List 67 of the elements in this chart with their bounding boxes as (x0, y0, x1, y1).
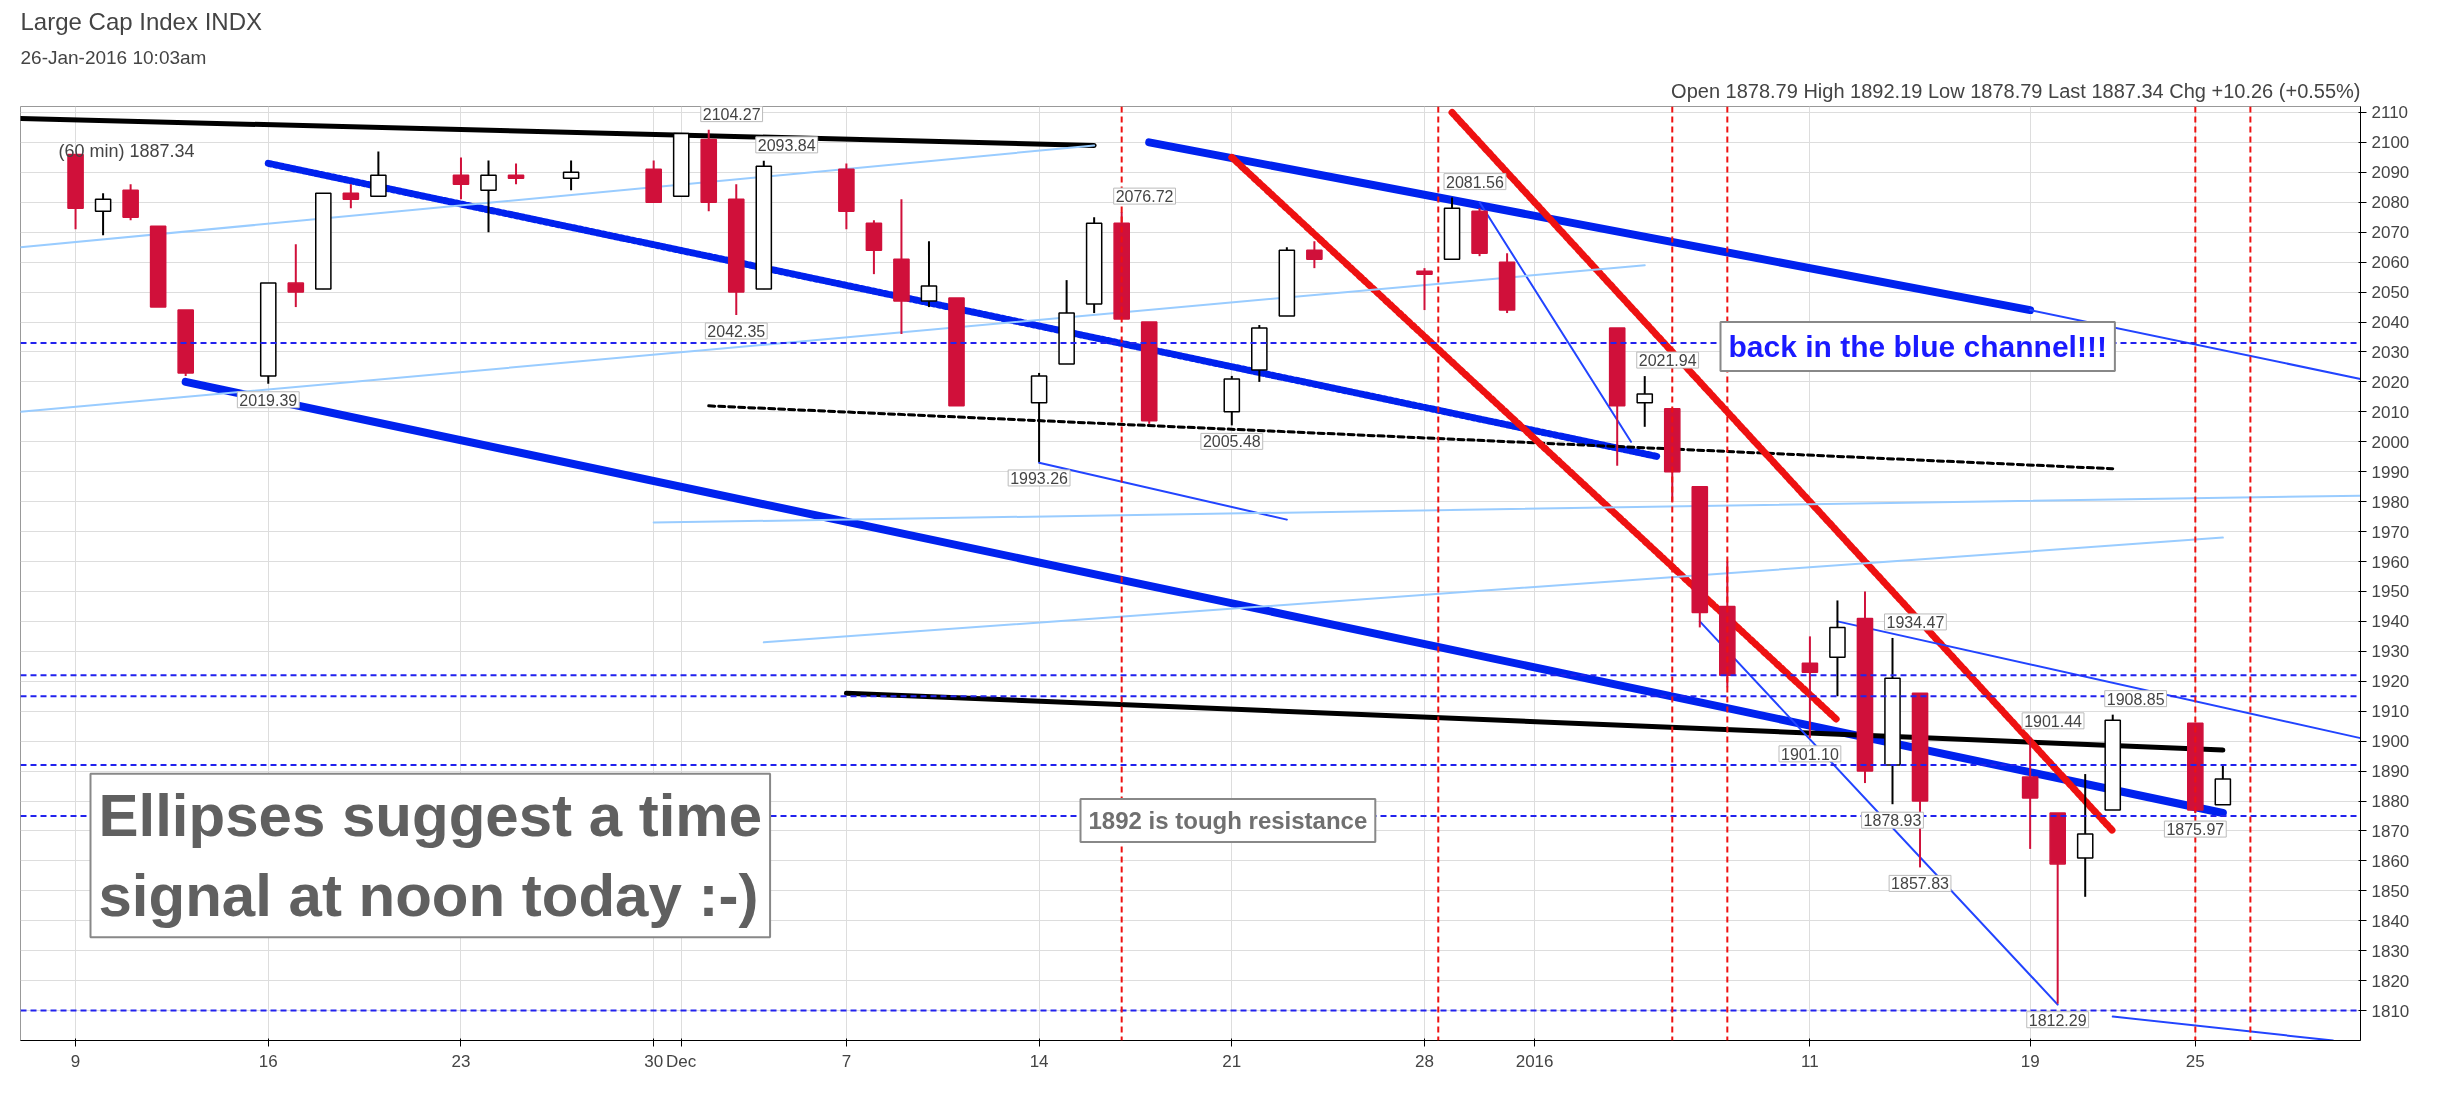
annotation: 1934.47 (1886, 613, 1945, 631)
x-tick-label: 23 (451, 1051, 471, 1071)
y-tick-label: 1820 (2371, 971, 2410, 991)
x-tick-label: 9 (70, 1051, 81, 1071)
y-tick-label: 1930 (2371, 642, 2410, 662)
y-tick-label: 2010 (2371, 402, 2410, 422)
y-tick-label: 1990 (2371, 462, 2410, 482)
x-tick-label: 16 (258, 1051, 278, 1071)
annotation: 1875.97 (2166, 821, 2225, 839)
x-tick-label: 21 (1222, 1051, 1242, 1071)
annotation: 2019.39 (239, 391, 298, 409)
y-tick-label: 2020 (2371, 372, 2410, 392)
x-tick-label: 30 (644, 1051, 664, 1071)
annotation: 2081.56 (1446, 173, 1504, 191)
y-tick-label: 1850 (2371, 881, 2410, 901)
y-tick-label: 2060 (2371, 253, 2410, 273)
x-tick-label: 7 (841, 1051, 852, 1071)
annotation: Ellipses suggest a time signal at noon today :-) (98, 781, 763, 930)
x-tick-label: Dec (666, 1051, 697, 1071)
annotation: 1878.93 (1863, 812, 1922, 830)
y-tick-label: 1940 (2371, 612, 2410, 632)
x-tick-label: 11 (1801, 1051, 1819, 1071)
y-tick-label: 1830 (2371, 941, 2410, 961)
y-tick-label: 1960 (2371, 552, 2410, 572)
annotation: 2021.94 (1638, 352, 1697, 370)
annotation: 2076.72 (1115, 188, 1174, 206)
y-tick-label: 1810 (2371, 1001, 2410, 1021)
y-tick-label: 1970 (2371, 522, 2410, 542)
y-tick-label: 2050 (2371, 283, 2410, 303)
y-tick-label: 1860 (2371, 851, 2410, 871)
annotation: 1901.44 (2024, 712, 2083, 730)
annotation: 2093.84 (757, 136, 816, 154)
annotation: 2104.27 (702, 105, 761, 123)
y-tick-label: 2100 (2371, 133, 2410, 153)
annotation: back in the blue channel!!! (1728, 330, 2107, 363)
y-tick-label: 1840 (2371, 911, 2410, 931)
y-tick-label: 1980 (2371, 492, 2410, 512)
annotation: 2005.48 (1202, 433, 1261, 451)
annotation: 1812.29 (2028, 1011, 2087, 1029)
y-tick-label: 2040 (2371, 313, 2410, 333)
y-tick-label: 2030 (2371, 342, 2410, 362)
x-tick-label: 28 (1415, 1051, 1434, 1071)
y-tick-label: 1920 (2371, 672, 2410, 692)
annotation: 1892 is tough resistance (1088, 807, 1368, 834)
y-tick-label: 1870 (2371, 821, 2410, 841)
x-tick-label: 14 (1029, 1051, 1049, 1071)
y-tick-label: 1950 (2371, 582, 2410, 602)
chart-subtitle: 26-Jan-2016 10:03am (20, 46, 207, 68)
y-tick-label: 2070 (2371, 223, 2410, 243)
y-tick-label: 1880 (2371, 792, 2410, 812)
y-tick-label: 1900 (2371, 732, 2410, 752)
annotation: 1908.85 (2106, 690, 2165, 708)
annotation: 1901.10 (1780, 745, 1839, 763)
annotation: 2042.35 (707, 323, 766, 340)
x-tick-label: 19 (2020, 1051, 2040, 1071)
chart-title: Large Cap Index INDX (20, 7, 262, 35)
y-tick-label: 2090 (2371, 163, 2410, 183)
annotation: 1993.26 (1010, 469, 1069, 487)
y-tick-label: 2080 (2371, 193, 2410, 213)
y-tick-label: 1910 (2371, 702, 2410, 722)
x-tick-label: 2016 (1515, 1051, 1554, 1071)
x-tick-label: 25 (2185, 1051, 2205, 1071)
y-tick-label: 2110 (2371, 103, 2409, 123)
y-tick-label: 1890 (2371, 762, 2410, 782)
text: Open 1878.79 High 1892.19 Low 1878.79 Last 1887.34 Chg +10.26 (+0.55%) (1671, 79, 2361, 102)
annotation: 1857.83 (1891, 875, 1950, 893)
y-tick-label: 2000 (2371, 432, 2410, 452)
